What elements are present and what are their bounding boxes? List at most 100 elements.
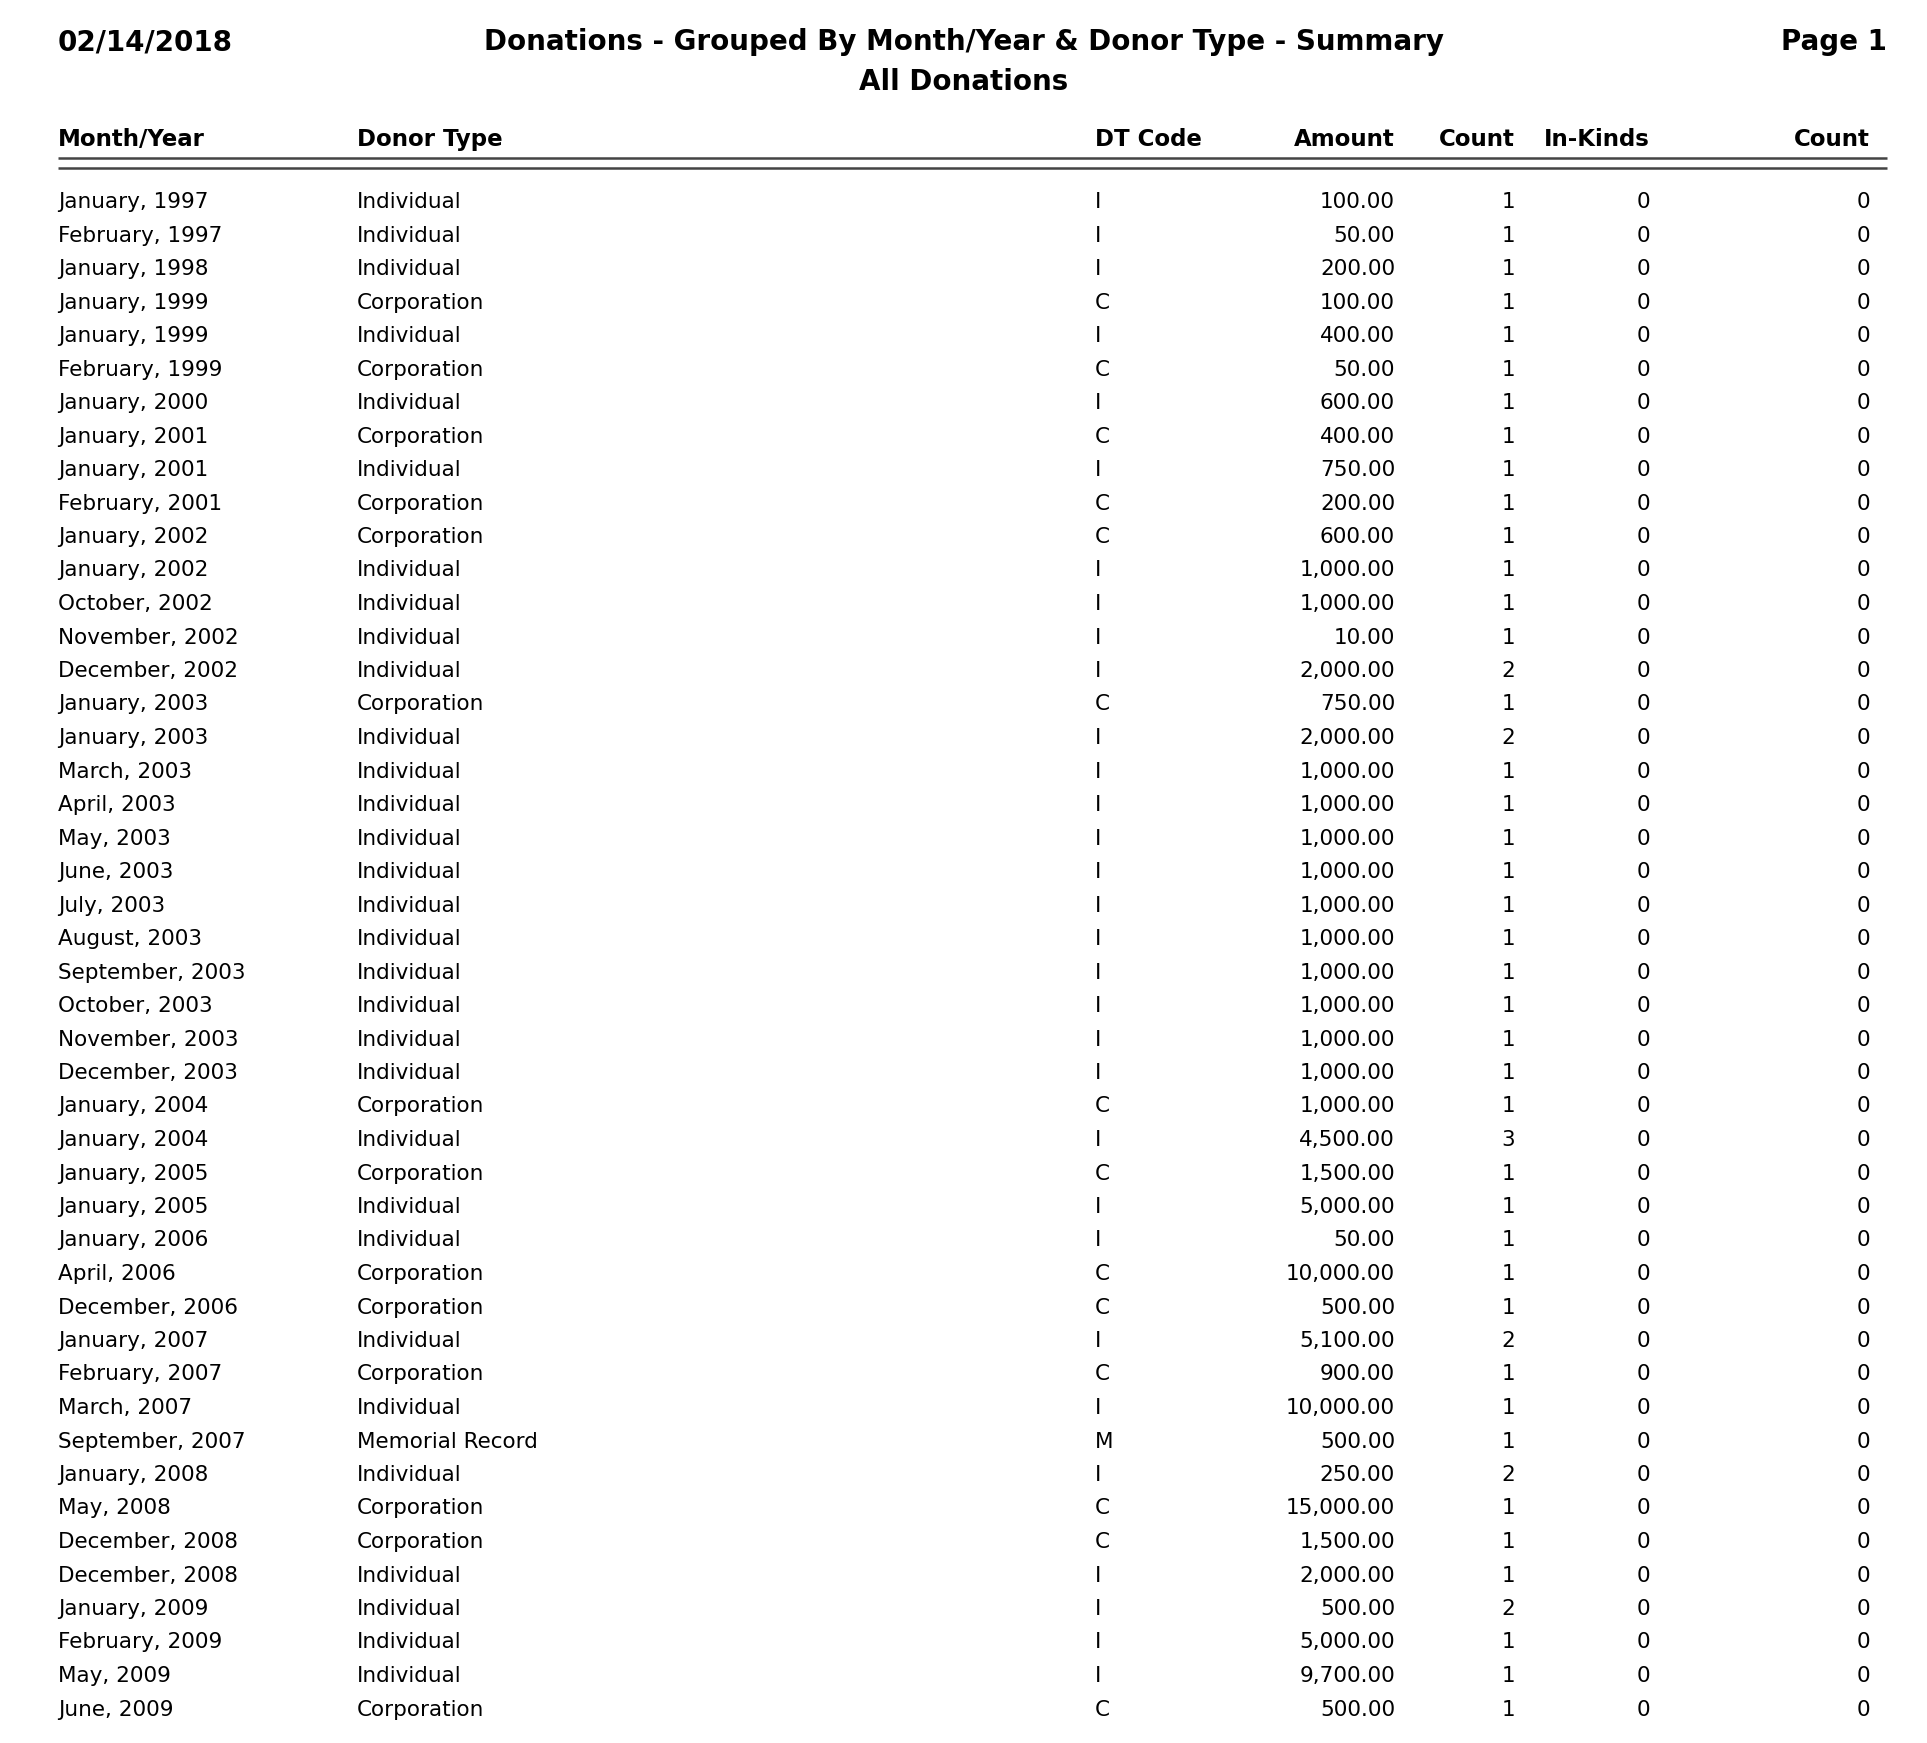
Text: 0: 0 — [1856, 260, 1869, 279]
Text: I: I — [1095, 1332, 1102, 1351]
Text: February, 2001: February, 2001 — [58, 493, 222, 514]
Text: I: I — [1095, 561, 1102, 580]
Text: I: I — [1095, 1565, 1102, 1586]
Text: Corporation: Corporation — [356, 359, 484, 380]
Text: June, 2003: June, 2003 — [58, 863, 173, 882]
Text: 1: 1 — [1501, 293, 1515, 312]
Text: 0: 0 — [1636, 1598, 1650, 1619]
Text: May, 2009: May, 2009 — [58, 1666, 172, 1685]
Text: Individual: Individual — [356, 392, 462, 413]
Text: August, 2003: August, 2003 — [58, 929, 202, 948]
Text: 0: 0 — [1856, 762, 1869, 781]
Text: 15,000.00: 15,000.00 — [1285, 1499, 1395, 1518]
Text: Amount: Amount — [1295, 127, 1395, 152]
Text: I: I — [1095, 460, 1102, 479]
Text: 0: 0 — [1636, 863, 1650, 882]
Text: 1: 1 — [1501, 526, 1515, 547]
Text: 0: 0 — [1636, 1030, 1650, 1049]
Text: 0: 0 — [1636, 493, 1650, 514]
Text: Individual: Individual — [356, 729, 462, 748]
Text: December, 2006: December, 2006 — [58, 1297, 239, 1318]
Text: 0: 0 — [1856, 1398, 1869, 1419]
Text: 0: 0 — [1856, 427, 1869, 446]
Text: 0: 0 — [1636, 828, 1650, 849]
Text: January, 1999: January, 1999 — [58, 326, 208, 347]
Text: Individual: Individual — [356, 1466, 462, 1485]
Text: 0: 0 — [1856, 561, 1869, 580]
Text: Individual: Individual — [356, 1332, 462, 1351]
Text: 0: 0 — [1856, 863, 1869, 882]
Text: January, 2008: January, 2008 — [58, 1466, 208, 1485]
Text: Individual: Individual — [356, 1666, 462, 1685]
Text: 2: 2 — [1501, 729, 1515, 748]
Text: 0: 0 — [1856, 995, 1869, 1016]
Text: May, 2003: May, 2003 — [58, 828, 172, 849]
Text: 1,000.00: 1,000.00 — [1299, 962, 1395, 983]
Text: Individual: Individual — [356, 863, 462, 882]
Text: 0: 0 — [1856, 828, 1869, 849]
Text: 100.00: 100.00 — [1320, 293, 1395, 312]
Text: Individual: Individual — [356, 627, 462, 647]
Text: March, 2003: March, 2003 — [58, 762, 193, 781]
Text: Individual: Individual — [356, 192, 462, 213]
Text: 1: 1 — [1501, 1633, 1515, 1652]
Text: July, 2003: July, 2003 — [58, 896, 166, 915]
Text: I: I — [1095, 762, 1102, 781]
Text: February, 1999: February, 1999 — [58, 359, 222, 380]
Text: 0: 0 — [1636, 392, 1650, 413]
Text: 0: 0 — [1636, 561, 1650, 580]
Text: 900.00: 900.00 — [1320, 1365, 1395, 1384]
Text: 2,000.00: 2,000.00 — [1299, 661, 1395, 682]
Text: 0: 0 — [1636, 1231, 1650, 1250]
Text: 0: 0 — [1636, 1063, 1650, 1082]
Text: Individual: Individual — [356, 1633, 462, 1652]
Text: I: I — [1095, 995, 1102, 1016]
Text: Corporation: Corporation — [356, 1699, 484, 1720]
Text: 1: 1 — [1501, 1063, 1515, 1082]
Text: September, 2003: September, 2003 — [58, 962, 245, 983]
Text: 0: 0 — [1856, 1466, 1869, 1485]
Text: Individual: Individual — [356, 1197, 462, 1217]
Text: December, 2008: December, 2008 — [58, 1532, 239, 1551]
Text: 0: 0 — [1636, 427, 1650, 446]
Text: 1: 1 — [1501, 1365, 1515, 1384]
Text: January, 2009: January, 2009 — [58, 1598, 208, 1619]
Text: 0: 0 — [1856, 1096, 1869, 1117]
Text: 1: 1 — [1501, 392, 1515, 413]
Text: January, 2004: January, 2004 — [58, 1129, 208, 1150]
Text: 0: 0 — [1636, 729, 1650, 748]
Text: 0: 0 — [1636, 260, 1650, 279]
Text: 500.00: 500.00 — [1320, 1598, 1395, 1619]
Text: C: C — [1095, 427, 1110, 446]
Text: 0: 0 — [1636, 192, 1650, 213]
Text: January, 2003: January, 2003 — [58, 729, 208, 748]
Text: 0: 0 — [1636, 1633, 1650, 1652]
Text: I: I — [1095, 1231, 1102, 1250]
Text: 1: 1 — [1501, 1297, 1515, 1318]
Text: 0: 0 — [1856, 293, 1869, 312]
Text: Corporation: Corporation — [356, 493, 484, 514]
Text: Corporation: Corporation — [356, 1096, 484, 1117]
Text: C: C — [1095, 1297, 1110, 1318]
Text: I: I — [1095, 1598, 1102, 1619]
Text: 0: 0 — [1856, 1264, 1869, 1285]
Text: Individual: Individual — [356, 762, 462, 781]
Text: 0: 0 — [1856, 1666, 1869, 1685]
Text: 0: 0 — [1636, 526, 1650, 547]
Text: Corporation: Corporation — [356, 1264, 484, 1285]
Text: 0: 0 — [1856, 359, 1869, 380]
Text: January, 2003: January, 2003 — [58, 694, 208, 715]
Text: Corporation: Corporation — [356, 1499, 484, 1518]
Text: Individual: Individual — [356, 594, 462, 614]
Text: C: C — [1095, 694, 1110, 715]
Text: 0: 0 — [1636, 1332, 1650, 1351]
Text: Individual: Individual — [356, 795, 462, 816]
Text: Individual: Individual — [356, 828, 462, 849]
Text: All Donations: All Donations — [859, 68, 1068, 96]
Text: C: C — [1095, 1365, 1110, 1384]
Text: 0: 0 — [1856, 460, 1869, 479]
Text: Individual: Individual — [356, 260, 462, 279]
Text: Donor Type: Donor Type — [356, 127, 503, 152]
Text: 0: 0 — [1856, 1633, 1869, 1652]
Text: 0: 0 — [1636, 929, 1650, 948]
